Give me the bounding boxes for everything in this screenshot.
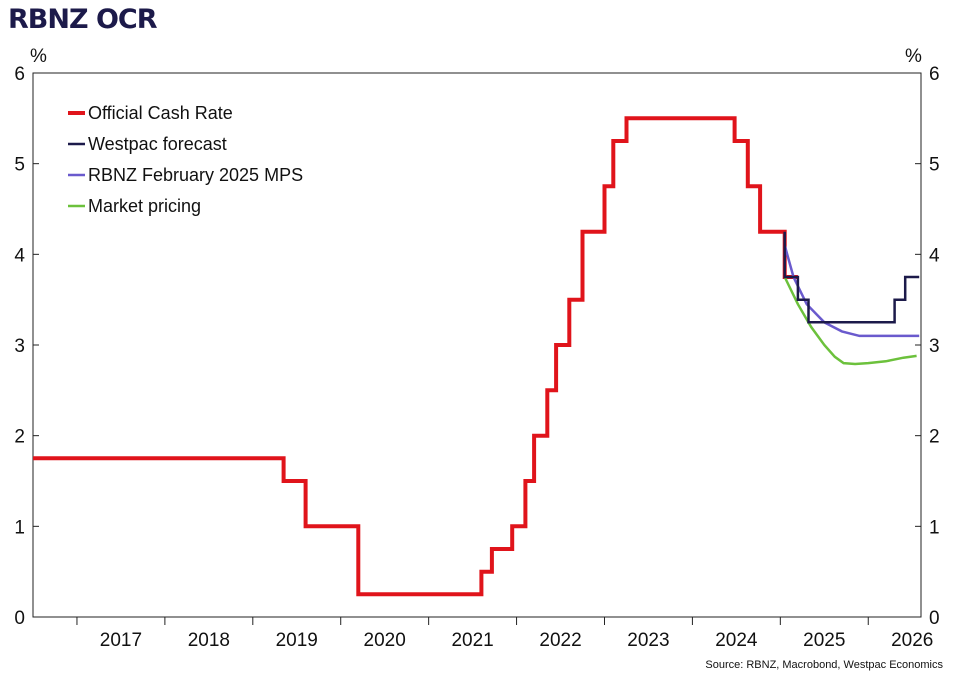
source-note: Source: RBNZ, Macrobond, Westpac Economi… <box>705 659 943 671</box>
y-tick-label-left: 5 <box>14 155 25 176</box>
y-tick-label-right: 6 <box>929 64 940 85</box>
legend-label: Westpac forecast <box>88 134 227 154</box>
y-tick-label-left: 2 <box>14 427 25 448</box>
series-line-rbnz-february-2025-mps <box>783 244 920 338</box>
y-tick-label-left: 0 <box>14 608 25 629</box>
x-tick-label: 2018 <box>188 630 230 651</box>
legend-label: Market pricing <box>88 196 201 216</box>
y-axis-left-unit: % <box>30 46 47 67</box>
y-tick-label-right: 2 <box>929 427 940 448</box>
y-tick-label-left: 1 <box>14 517 25 538</box>
series-line-market-pricing <box>783 276 917 366</box>
y-tick-label-left: 3 <box>14 336 25 357</box>
series-group <box>33 116 920 597</box>
series-line-official-cash-rate <box>33 116 798 597</box>
legend-label: RBNZ February 2025 MPS <box>88 165 303 185</box>
y-tick-label-right: 0 <box>929 608 940 629</box>
legend-label: Official Cash Rate <box>88 103 233 123</box>
x-tick-label: 2022 <box>539 630 581 651</box>
x-tick-label: 2019 <box>276 630 318 651</box>
chart-title: RBNZ OCR <box>8 4 158 35</box>
y-tick-label-left: 4 <box>14 245 25 266</box>
x-tick-label: 2024 <box>715 630 758 651</box>
x-axis: 2017 2018 2019 2020 2021 2022 2023 2024 2025 2026 <box>76 617 933 651</box>
y-axis-left: 0 1 2 3 4 5 6 <box>14 64 39 629</box>
y-tick-label-right: 5 <box>929 155 940 176</box>
x-tick-label: 2021 <box>451 630 493 651</box>
y-tick-label-right: 3 <box>929 336 940 357</box>
plot-border <box>32 72 922 618</box>
x-tick-label: 2023 <box>627 630 669 651</box>
legend: Official Cash Rate Westpac forecast RBNZ F… <box>68 103 303 216</box>
x-tick-label: 2020 <box>364 630 406 651</box>
y-axis-right: 0 1 2 3 4 5 6 <box>915 64 940 629</box>
x-tick-label: 2026 <box>891 630 933 651</box>
y-tick-label-right: 4 <box>929 245 940 266</box>
y-tick-label-left: 6 <box>14 64 25 85</box>
y-tick-label-right: 1 <box>929 517 940 538</box>
x-tick-label: 2017 <box>100 630 142 651</box>
plot-frame <box>32 72 922 618</box>
series-line-westpac-forecast <box>783 231 920 324</box>
x-tick-label: 2025 <box>803 630 845 651</box>
y-axis-right-unit: % <box>905 46 922 67</box>
